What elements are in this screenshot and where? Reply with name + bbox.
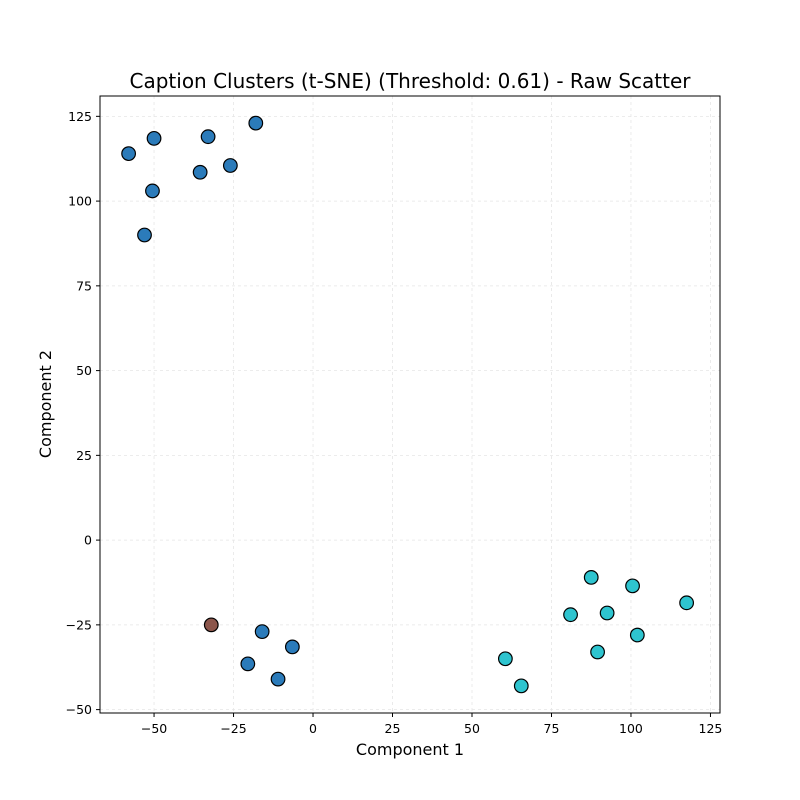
y-tick-label: 75 bbox=[76, 278, 92, 293]
data-point bbox=[679, 595, 695, 611]
data-point bbox=[590, 644, 605, 660]
data-point bbox=[563, 607, 578, 623]
data-point bbox=[240, 656, 256, 672]
data-point bbox=[625, 578, 640, 594]
data-point bbox=[200, 129, 216, 145]
data-point bbox=[497, 651, 513, 667]
y-tick-label: 0 bbox=[84, 533, 92, 548]
data-points bbox=[121, 115, 695, 694]
data-point bbox=[513, 678, 529, 694]
x-tick-label: 75 bbox=[544, 721, 560, 736]
data-point bbox=[137, 227, 152, 243]
y-tick-label: 125 bbox=[68, 109, 92, 124]
y-tick-label: −25 bbox=[66, 617, 92, 632]
y-tick-label: −50 bbox=[66, 702, 92, 717]
x-tick-label: 25 bbox=[385, 721, 401, 736]
chart-title: Caption Clusters (t-SNE) (Threshold: 0.6… bbox=[130, 69, 692, 93]
x-axis-label: Component 1 bbox=[356, 740, 464, 759]
y-tick-label: 100 bbox=[68, 194, 92, 209]
data-point bbox=[222, 158, 238, 173]
y-axis-label: Component 2 bbox=[36, 350, 55, 458]
data-point bbox=[146, 130, 162, 146]
y-tick-label: 25 bbox=[76, 448, 92, 463]
data-point bbox=[192, 164, 208, 180]
data-point bbox=[121, 146, 137, 162]
data-point bbox=[583, 569, 599, 585]
x-tick-label: 100 bbox=[619, 721, 643, 736]
data-point bbox=[270, 671, 286, 687]
data-point bbox=[629, 627, 645, 643]
data-point bbox=[203, 617, 219, 633]
data-point bbox=[599, 605, 615, 621]
x-tick-label: 0 bbox=[309, 721, 317, 736]
axis-ticks: −50 −25 0 25 50 75 100 125 −50 −25 0 25 50 75 100 125 bbox=[66, 109, 723, 736]
data-point bbox=[284, 639, 300, 655]
data-point bbox=[248, 115, 264, 131]
grid bbox=[100, 96, 720, 713]
x-tick-label: −25 bbox=[220, 721, 246, 736]
x-tick-label: 125 bbox=[699, 721, 723, 736]
x-tick-label: 50 bbox=[464, 721, 480, 736]
y-tick-label: 50 bbox=[76, 363, 92, 378]
x-tick-label: −50 bbox=[141, 721, 167, 736]
data-point bbox=[254, 624, 270, 640]
plot-frame bbox=[99, 95, 721, 714]
data-point bbox=[145, 183, 160, 199]
